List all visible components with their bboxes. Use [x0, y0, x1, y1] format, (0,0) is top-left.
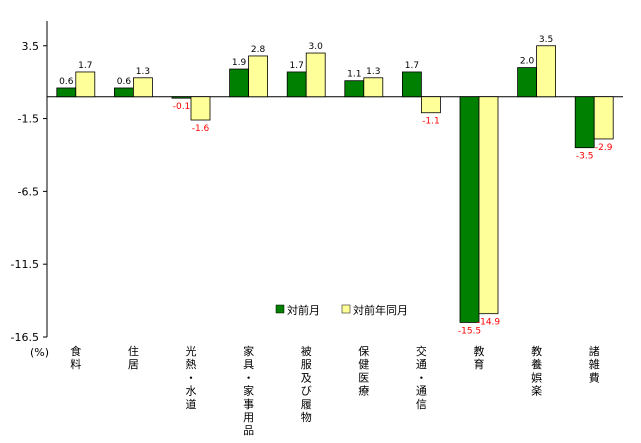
- bar-series-1: [517, 67, 537, 98]
- data-label: 1.3: [136, 67, 150, 77]
- category-label: 食料: [70, 344, 81, 371]
- data-label: 1.7: [405, 61, 419, 71]
- legend-swatch-series-1: [275, 304, 285, 314]
- data-label: 1.7: [78, 61, 92, 71]
- data-label: -1.1: [422, 117, 440, 127]
- data-label: -0.1: [173, 102, 191, 112]
- data-label: 3.0: [309, 42, 324, 52]
- bar-series-1: [56, 87, 77, 98]
- data-labels-group: 0.6 0.6 -0.1 1.9 1.7 1.1 1.7 -15.5 2.0 -3.5 1.7 1.3…: [59, 35, 613, 337]
- category-label: 被服及び履物: [301, 345, 312, 424]
- data-label: 2.0: [520, 57, 535, 67]
- data-label: 3.5: [539, 35, 553, 45]
- bar-series-2: [363, 77, 384, 98]
- bar-series-1: [229, 68, 250, 98]
- bar-series-1: [459, 96, 480, 323]
- data-label: 1.7: [290, 61, 304, 71]
- bar-series-1: [344, 80, 365, 98]
- bar-series-2: [420, 96, 441, 114]
- data-label: -3.5: [576, 152, 594, 162]
- legend: 対前月 対前年同月: [275, 303, 408, 317]
- data-label: -15.5: [458, 326, 481, 336]
- category-labels-group: 食料 住居 光熱・水道 家具・家事用品 被服及び履物 保健医療 交通・通信 教育 教養娯楽 諸雑費: [70, 344, 599, 437]
- bar-series-1: [286, 71, 307, 98]
- data-label: -2.9: [595, 143, 613, 153]
- data-label: 0.6: [117, 77, 132, 87]
- category-label: 諸雑費: [589, 344, 600, 384]
- bar-series-1: [114, 87, 134, 98]
- category-label: 教養娯楽: [531, 345, 542, 398]
- data-label: 2.8: [251, 45, 266, 55]
- bar-series-2: [190, 96, 211, 121]
- bar-series-1: [574, 96, 595, 149]
- category-label: 光熱・水道: [186, 344, 197, 411]
- bar-series-2: [536, 45, 556, 98]
- y-tick-label: 3.5: [22, 40, 40, 53]
- bar-series-2: [132, 77, 153, 98]
- bar-series-2: [75, 71, 96, 98]
- bar-series-2: [248, 55, 269, 98]
- data-label: 0.6: [59, 77, 74, 87]
- bar-series-1: [401, 71, 422, 98]
- category-label: 教育: [474, 345, 485, 371]
- data-label: 1.3: [366, 67, 380, 77]
- legend-swatch-series-2: [341, 304, 351, 314]
- data-label: 1.1: [347, 70, 361, 80]
- y-unit-label: (%): [30, 346, 49, 359]
- category-label: 住居: [128, 344, 139, 371]
- y-tick-label: -16.5: [11, 331, 39, 344]
- data-label: 1.9: [232, 58, 247, 68]
- bar-series-1: [171, 96, 192, 99]
- bar-series-2: [593, 96, 614, 140]
- y-tick-label: -11.5: [11, 258, 39, 271]
- data-label: -1.6: [192, 124, 210, 134]
- bars-group: [56, 45, 614, 323]
- data-label: -14.9: [477, 318, 501, 328]
- legend-label-series-2: 対前年同月: [353, 303, 408, 317]
- y-tick-label: -6.5: [18, 185, 39, 198]
- legend-label-series-1: 対前月: [287, 303, 320, 317]
- bar-series-2: [478, 96, 499, 315]
- category-label: 保健医療: [358, 344, 369, 398]
- y-tick-label: -1.5: [18, 113, 39, 126]
- category-label: 家具・家事用品: [243, 344, 254, 437]
- category-label: 交通・通信: [416, 344, 427, 411]
- bar-series-2: [305, 52, 326, 98]
